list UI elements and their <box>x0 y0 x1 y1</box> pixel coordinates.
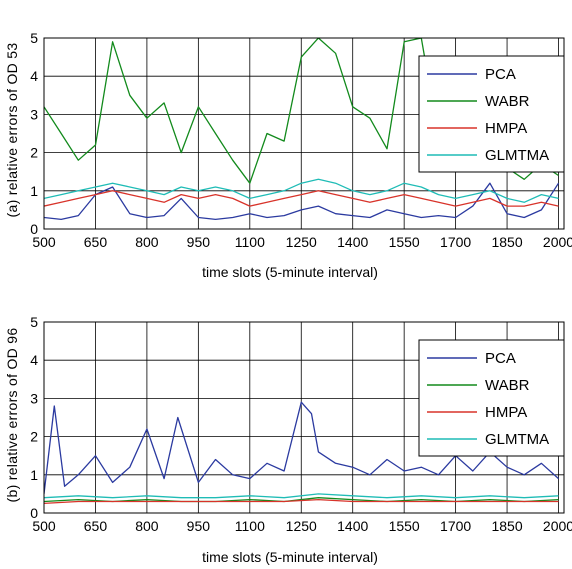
legend-label: GLMTMA <box>485 147 549 164</box>
series-line-hmpa <box>44 190 559 207</box>
series-line-glmtma <box>44 493 559 499</box>
y-tick-label: 5 <box>30 30 38 46</box>
y-tick-label: 4 <box>30 68 38 84</box>
x-tick-label: 1100 <box>235 518 265 534</box>
x-tick-label: 800 <box>135 518 159 534</box>
legend-label: HMPA <box>485 120 527 137</box>
x-tick-label: 1700 <box>440 518 471 534</box>
x-axis-label: time slots (5-minute interval) <box>202 549 378 565</box>
legend-label: PCA <box>485 350 516 367</box>
chart-panel-b: (b) relative errors of OD 96 time slots … <box>4 314 572 565</box>
x-tick-label: 1850 <box>491 518 522 534</box>
series-line-glmtma <box>44 178 559 203</box>
y-tick-label: 0 <box>30 221 38 237</box>
x-tick-label: 1550 <box>389 234 420 250</box>
y-tick-label: 2 <box>30 429 38 445</box>
x-tick-label: 1850 <box>491 234 522 250</box>
x-tick-label: 500 <box>32 234 56 250</box>
y-tick-label: 3 <box>30 390 38 406</box>
x-tick-label: 2000 <box>543 234 572 250</box>
x-tick-label: 1400 <box>337 234 368 250</box>
x-tick-label: 650 <box>84 234 108 250</box>
y-tick-label: 0 <box>30 505 38 521</box>
legend-label: WABR <box>485 93 530 110</box>
series-line-hmpa <box>44 498 559 505</box>
x-tick-label: 1700 <box>440 234 471 250</box>
y-axis-label: (b) relative errors of OD 96 <box>4 328 20 503</box>
series-line-pca <box>44 182 560 221</box>
y-tick-label: 3 <box>30 106 38 122</box>
y-tick-label: 1 <box>30 183 38 199</box>
x-tick-label: 1550 <box>389 518 420 534</box>
y-axis-label: (a) relative errors of OD 53 <box>4 43 20 218</box>
y-tick-label: 1 <box>30 467 38 483</box>
x-tick-label: 1250 <box>286 234 317 250</box>
x-tick-label: 1400 <box>337 518 368 534</box>
x-axis-label: time slots (5-minute interval) <box>202 264 378 280</box>
x-tick-label: 950 <box>187 234 211 250</box>
x-tick-label: 650 <box>84 518 108 534</box>
y-tick-label: 4 <box>30 352 38 368</box>
legend-box <box>418 55 565 173</box>
legend-label: HMPA <box>485 404 527 421</box>
x-tick-label: 2000 <box>543 518 572 534</box>
chart-panel-a: (a) relative errors of OD 53 time slots … <box>4 30 572 280</box>
x-tick-label: 1250 <box>286 518 317 534</box>
series-line-pca <box>44 401 559 494</box>
y-tick-label: 2 <box>30 145 38 161</box>
legend-label: WABR <box>485 377 530 394</box>
x-tick-label: 500 <box>32 518 56 534</box>
legend-box <box>418 339 565 457</box>
series-group <box>44 401 559 505</box>
legend-label: PCA <box>485 66 516 83</box>
legend-label: GLMTMA <box>485 431 549 448</box>
y-tick-label: 5 <box>30 314 38 330</box>
series-line-wabr <box>44 497 559 503</box>
x-tick-label: 800 <box>135 234 159 250</box>
x-tick-label: 1100 <box>235 234 265 250</box>
x-tick-label: 950 <box>187 518 211 534</box>
